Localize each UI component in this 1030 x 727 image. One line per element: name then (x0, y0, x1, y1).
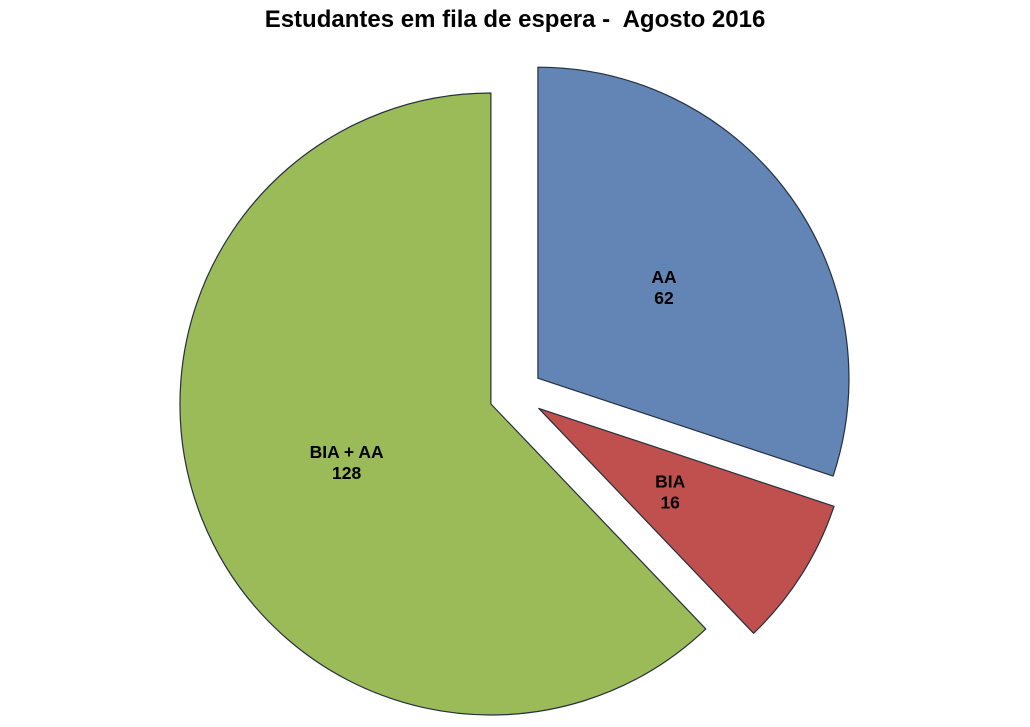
slice-label-bia-aa: BIA + AA 128 (310, 442, 384, 483)
chart-title: Estudantes em fila de espera - Agosto 20… (264, 6, 766, 33)
pie-slice-bia (538, 407, 835, 634)
slice-label-aa: AA 62 (651, 267, 677, 308)
slice-label-bia: BIA 16 (655, 472, 686, 513)
pie-slice-aa (537, 66, 850, 477)
pie-slice-bia-aa (179, 92, 707, 716)
